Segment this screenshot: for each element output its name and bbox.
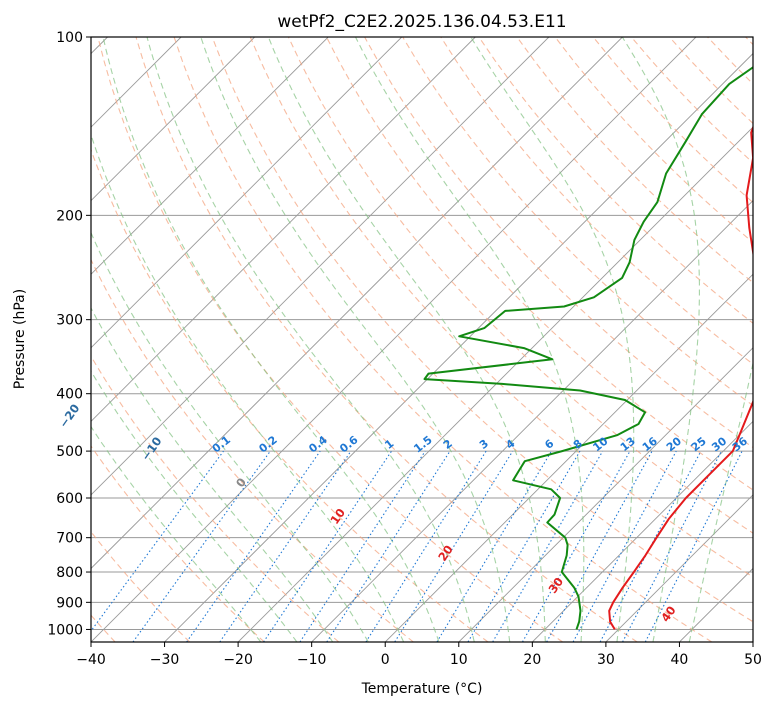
y-axis-label: Pressure (hPa) [12, 289, 28, 389]
x-tick-label: 10 [450, 652, 468, 668]
y-tick-label: 500 [56, 444, 83, 460]
x-tick-label: 40 [671, 652, 689, 668]
y-tick-label: 200 [56, 208, 83, 224]
x-tick-label: −10 [297, 652, 327, 668]
y-tick-label: 400 [56, 387, 83, 403]
y-tick-label: 100 [56, 30, 83, 46]
x-axis-label: Temperature (°C) [361, 681, 483, 697]
x-tick-label: 0 [381, 652, 390, 668]
y-tick-label: 1000 [47, 622, 83, 638]
y-tick-label: 900 [56, 595, 83, 611]
chart-title: wetPf2_C2E2.2025.136.04.53.E11 [277, 12, 566, 32]
x-tick-label: 20 [523, 652, 541, 668]
x-tick-label: −20 [223, 652, 253, 668]
x-tick-label: 50 [744, 652, 762, 668]
y-tick-label: 700 [56, 531, 83, 547]
y-tick-label: 600 [56, 491, 83, 507]
x-tick-label: −30 [150, 652, 180, 668]
x-tick-label: 30 [597, 652, 615, 668]
y-tick-label: 800 [56, 565, 83, 581]
x-tick-label: −40 [76, 652, 106, 668]
y-tick-label: 300 [56, 313, 83, 329]
